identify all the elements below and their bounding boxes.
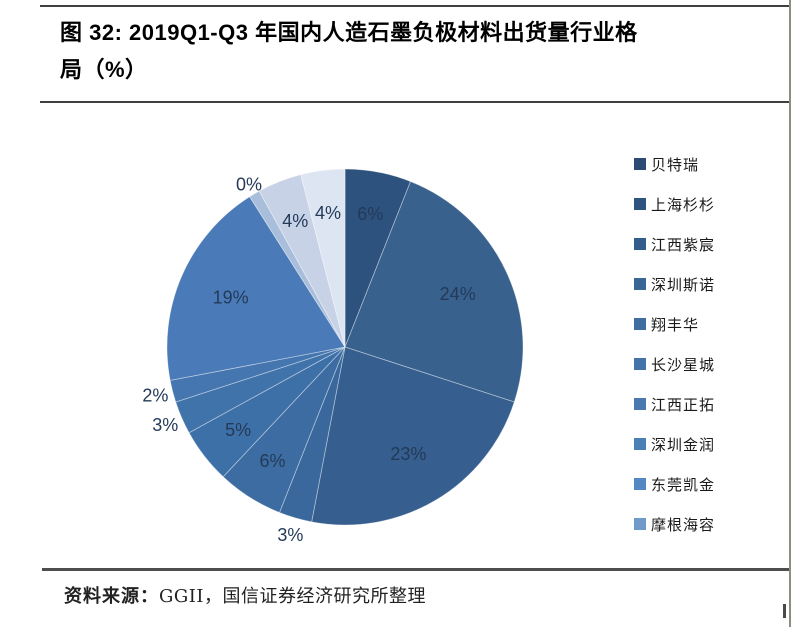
legend-label: 摩根海容 (651, 515, 716, 534)
legend-swatch (634, 318, 646, 330)
slice-label: 24% (440, 284, 476, 304)
pie-slice (222, 346, 346, 514)
source-text: GGII，国信证券经济研究所整理 (159, 586, 426, 607)
figure-title-line-1: 图 32: 2019Q1-Q3 年国内人造石墨负极材料出货量行业格 (60, 20, 638, 45)
legend-item: 东莞凯金 (634, 464, 715, 504)
legend-swatch (634, 238, 646, 250)
legend-item: 深圳斯诺 (634, 264, 715, 304)
slice-label: 6% (357, 204, 383, 224)
legend-swatch (634, 438, 646, 450)
legend-label: 贝特瑞 (651, 155, 700, 174)
legend-label: 深圳金润 (651, 435, 716, 454)
pie-slice (258, 174, 346, 348)
slice-label: 4% (315, 203, 341, 223)
top-rule (40, 5, 791, 7)
legend-item: 长沙星城 (634, 344, 715, 384)
legend-swatch (634, 398, 646, 410)
legend: 贝特瑞上海杉杉江西紫宸深圳斯诺翔丰华长沙星城江西正拓深圳金润东莞凯金摩根海容 (634, 144, 715, 544)
legend-label: 江西正拓 (651, 395, 716, 414)
source-line: 资料来源：GGII，国信证券经济研究所整理 (64, 582, 764, 608)
pie-slice (175, 346, 346, 434)
legend-item: 摩根海容 (634, 504, 715, 544)
title-bottom-rule (40, 101, 791, 103)
slice-label: 19% (213, 288, 249, 308)
pie-slice (278, 346, 346, 523)
pie-slice (311, 346, 515, 526)
legend-item: 江西正拓 (634, 384, 715, 424)
legend-label: 长沙星城 (651, 355, 716, 374)
pie-slice (344, 180, 524, 403)
legend-item: 上海杉杉 (634, 184, 715, 224)
right-border (789, 0, 791, 627)
legend-swatch (634, 278, 646, 290)
pie-slice (300, 168, 346, 348)
pie-slice (249, 190, 346, 348)
legend-item: 江西紫宸 (634, 224, 715, 264)
legend-label: 深圳斯诺 (651, 275, 716, 294)
legend-item: 贝特瑞 (634, 144, 715, 184)
pie-slice (188, 346, 346, 478)
figure-title-line-2: 局（%） (60, 57, 148, 82)
legend-label: 东莞凯金 (651, 475, 716, 494)
legend-swatch (634, 358, 646, 370)
page-edge-mark (783, 604, 786, 618)
legend-swatch (634, 198, 646, 210)
slice-label: 6% (259, 451, 285, 471)
legend-item: 深圳金润 (634, 424, 715, 464)
slice-label: 23% (390, 444, 426, 464)
pie-slice (166, 196, 346, 381)
legend-label: 翔丰华 (651, 315, 700, 334)
slice-label: 3% (152, 415, 178, 435)
legend-item: 翔丰华 (634, 304, 715, 344)
legend-swatch (634, 518, 646, 530)
legend-label: 上海杉杉 (651, 195, 716, 214)
bottom-rule (42, 568, 791, 571)
legend-label: 江西紫宸 (651, 235, 716, 254)
slice-label: 0% (236, 175, 262, 195)
slice-label: 4% (282, 211, 308, 231)
source-label: 资料来源： (64, 586, 159, 607)
figure-title: 图 32: 2019Q1-Q3 年国内人造石墨负极材料出货量行业格 局（%） (60, 14, 780, 88)
legend-swatch (634, 158, 646, 170)
pie-slice (169, 346, 346, 403)
slice-label: 2% (142, 386, 168, 406)
legend-swatch (634, 478, 646, 490)
slice-label: 3% (277, 525, 303, 545)
pie-chart: 6% 24% 23% 3% 6% 5% 3% 2% 19% 0% 4% 4% (142, 168, 524, 545)
pie-slice (344, 168, 412, 348)
slice-label: 5% (225, 420, 251, 440)
